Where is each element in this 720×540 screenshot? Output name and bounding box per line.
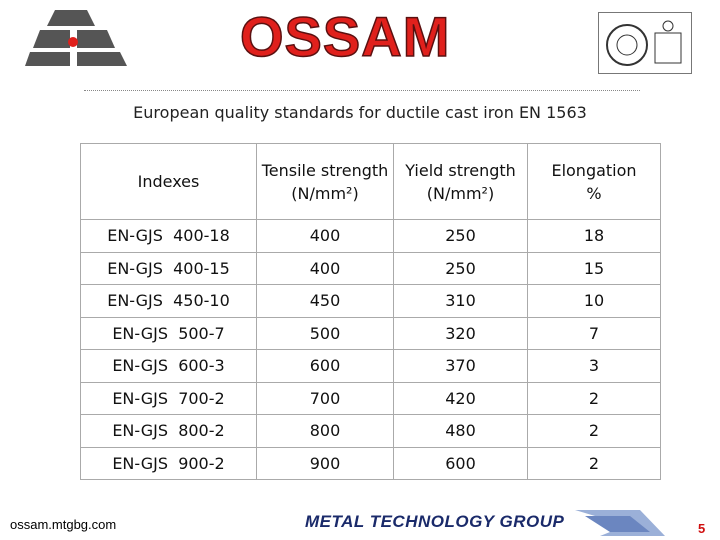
data-row: EN-GJS 450-10 450 310 10 bbox=[80, 284, 661, 318]
header-cell: Yield strength (N/mm²) bbox=[393, 143, 528, 220]
grade-cell: EN-GJS 450-10 bbox=[80, 284, 257, 318]
value-cell: 250 bbox=[393, 219, 528, 253]
value-cell: 7 bbox=[527, 316, 661, 350]
header-name: Elongation bbox=[551, 160, 637, 180]
website: ossam.mtgbg.com bbox=[10, 517, 117, 532]
grade-cell: EN-GJS 900-2 bbox=[80, 446, 257, 480]
value-cell: 2 bbox=[527, 414, 661, 448]
value-cell: 250 bbox=[393, 251, 528, 285]
value-cell: 370 bbox=[393, 349, 528, 383]
data-row: EN-GJS 400-15 400 250 15 bbox=[80, 251, 661, 285]
standards-table: Indexes Tensile strength (N/mm²) Yield stre… bbox=[80, 143, 661, 480]
header-name: Tensile strength bbox=[261, 160, 389, 180]
value-cell: 3 bbox=[527, 349, 661, 383]
value-cell: 700 bbox=[256, 381, 394, 415]
slide-title: European quality standards for ductile c… bbox=[133, 103, 587, 122]
value-cell: 800 bbox=[256, 414, 394, 448]
header-name: Yield strength bbox=[405, 160, 516, 180]
value-cell: 310 bbox=[393, 284, 528, 318]
grade-cell: EN-GJS 400-15 bbox=[80, 251, 257, 285]
data-row: EN-GJS 600-3 600 370 3 bbox=[80, 349, 661, 383]
data-row: EN-GJS 900-2 900 600 2 bbox=[80, 446, 661, 480]
grade-cell: EN-GJS 600-3 bbox=[80, 349, 257, 383]
grade-cell: EN-GJS 700-2 bbox=[80, 381, 257, 415]
value-cell: 2 bbox=[527, 446, 661, 480]
value-cell: 600 bbox=[393, 446, 528, 480]
value-cell: 18 bbox=[527, 219, 661, 253]
data-row: EN-GJS 800-2 800 480 2 bbox=[80, 414, 661, 448]
grade-cell: EN-GJS 500-7 bbox=[80, 316, 257, 350]
grade-cell: EN-GJS 800-2 bbox=[80, 414, 257, 448]
value-cell: 400 bbox=[256, 251, 394, 285]
header-unit: (N/mm²) bbox=[291, 183, 359, 203]
header-cell: Tensile strength (N/mm²) bbox=[256, 143, 394, 220]
header-unit: (N/mm²) bbox=[426, 183, 495, 203]
divider bbox=[84, 90, 640, 91]
value-cell: 600 bbox=[256, 349, 394, 383]
data-row: EN-GJS 400-18 400 250 18 bbox=[80, 219, 661, 253]
table-body: Indexes Tensile strength (N/mm²) Yield stre… bbox=[80, 143, 661, 480]
value-cell: 420 bbox=[393, 381, 528, 415]
header-name: Indexes bbox=[137, 172, 200, 191]
grade-cell: EN-GJS 400-18 bbox=[80, 219, 257, 253]
value-cell: 10 bbox=[527, 284, 661, 318]
value-cell: 320 bbox=[393, 316, 528, 350]
header-cell: Elongation% bbox=[527, 143, 661, 220]
value-cell: 400 bbox=[256, 219, 394, 253]
value-cell: 15 bbox=[527, 251, 661, 285]
value-cell: 450 bbox=[256, 284, 394, 318]
logo-mark bbox=[25, 10, 127, 66]
data-row: EN-GJS 700-2 700 420 2 bbox=[80, 381, 661, 415]
value-cell: 2 bbox=[527, 381, 661, 415]
logo-text: OSSAM bbox=[239, 4, 451, 69]
group-name: METAL TECHNOLOGY GROUP bbox=[305, 512, 565, 531]
page-number: 5 bbox=[698, 521, 706, 536]
group-logo-mark bbox=[575, 510, 665, 536]
data-row: EN-GJS 500-7 500 320 7 bbox=[80, 316, 661, 350]
value-cell: 900 bbox=[256, 446, 394, 480]
value-cell: 500 bbox=[256, 316, 394, 350]
header-unit: % bbox=[586, 183, 602, 203]
certification-logo bbox=[598, 12, 692, 74]
header-row: Indexes Tensile strength (N/mm²) Yield stre… bbox=[80, 143, 661, 220]
header-cell: Indexes bbox=[80, 143, 257, 220]
value-cell: 480 bbox=[393, 414, 528, 448]
